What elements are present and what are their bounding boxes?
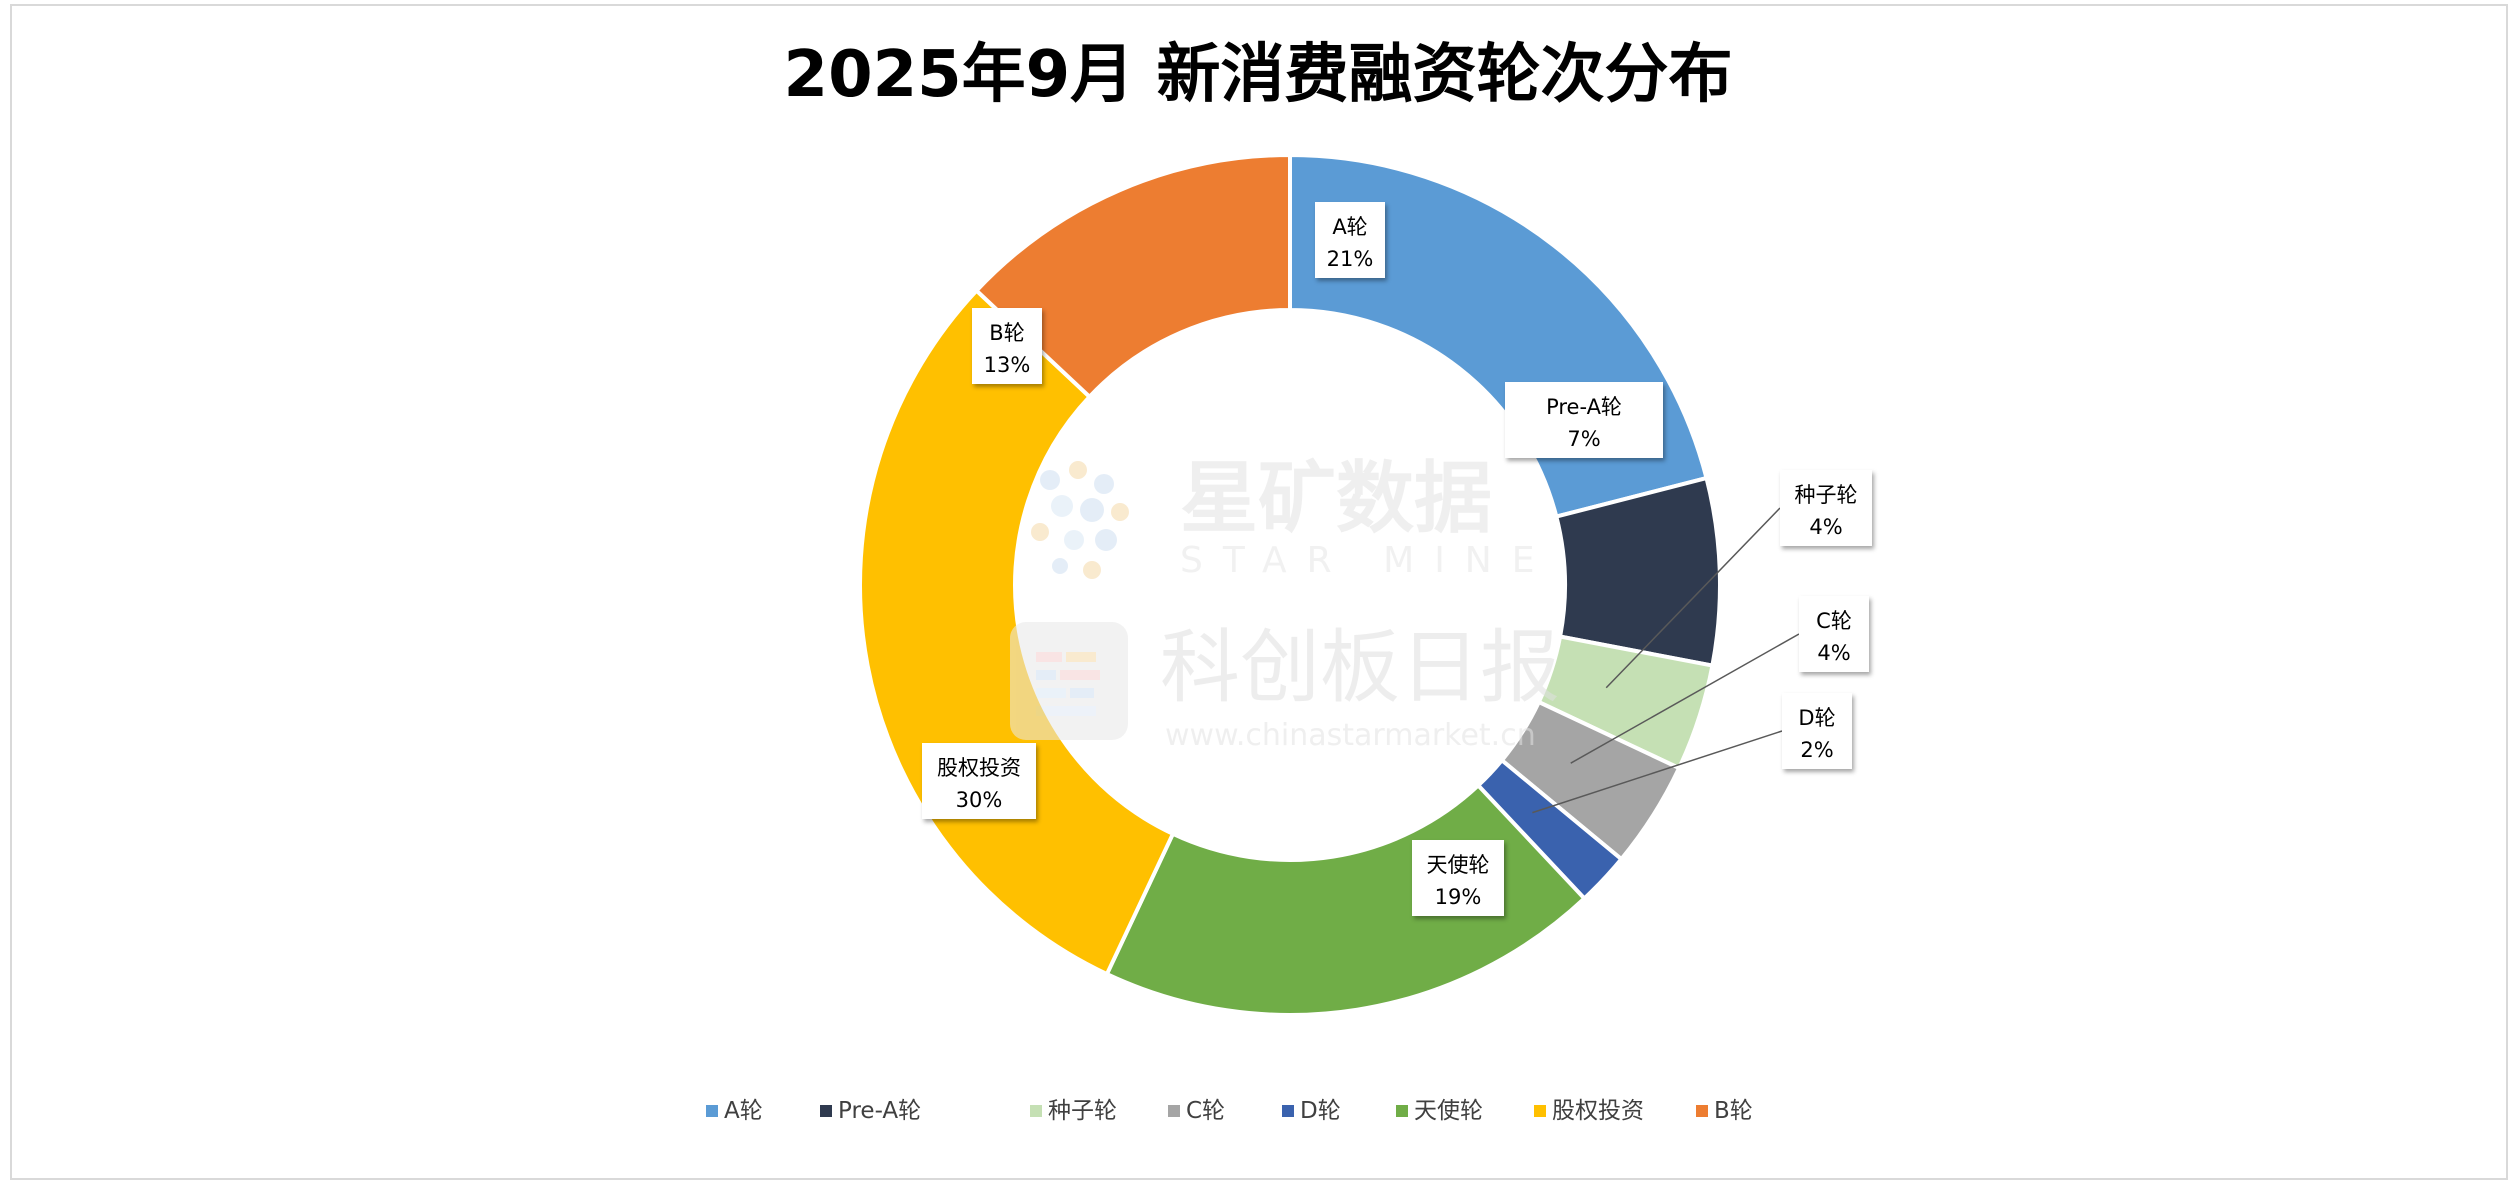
data-label-7: 股权投资 30% [922,743,1036,819]
watermark-brand1-sub: STAR MINE [1180,540,1554,581]
legend-item-1: A轮 [706,1098,763,1124]
donut-slices [858,152,1722,1018]
legend-label: C轮 [1186,1098,1225,1124]
leader-line-3 [1605,507,1781,689]
data-label-value: 19% [1435,885,1482,909]
legend-item-8: B轮 [1696,1098,1753,1124]
legend-label: 种子轮 [1048,1098,1117,1124]
legend-item-3: 种子轮 [1030,1098,1117,1124]
data-label-3: 种子轮 4% [1780,470,1872,546]
data-label-value: 21% [1327,247,1374,271]
legend-item-6: 天使轮 [1396,1098,1483,1124]
watermark-brand2: 科创板日报 [1160,621,1560,714]
data-label-name: A轮 [1332,215,1367,239]
watermark: 星矿数据 STAR MINE 科创板日报 www.chinastarmarket… [1010,454,1560,753]
data-label-value: 4% [1809,515,1842,539]
watermark-url: www.chinastarmarket.cn [1165,718,1536,753]
data-label-4: C轮 4% [1799,596,1869,672]
data-labels: A轮 21% Pre-A轮 7% 种子轮 4% C轮 4% D轮 2% 天使轮 19% 股权投资 30% B… [922,202,1872,916]
slice-6 [1104,782,1588,1018]
data-label-name: 股权投资 [937,756,1021,780]
legend-swatch [1168,1105,1180,1117]
legend-swatch [1030,1105,1042,1117]
legend-item-4: C轮 [1168,1098,1225,1124]
chart-title: 2025年9月 新消费融资轮次分布 [784,38,1733,112]
data-label-name: D轮 [1798,706,1835,730]
data-label-value: 30% [956,788,1003,812]
legend-item-7: 股权投资 [1534,1098,1644,1124]
data-label-value: 13% [984,353,1031,377]
data-label-name: C轮 [1816,609,1852,633]
legend-swatch [706,1105,718,1117]
data-label-8: B轮 13% [972,308,1042,384]
legend-label: A轮 [724,1098,763,1124]
legend-item-2: Pre-A轮 [820,1098,921,1124]
legend-label: 天使轮 [1414,1098,1483,1124]
data-label-2: Pre-A轮 7% [1505,382,1663,458]
data-label-value: 4% [1817,641,1850,665]
leader-line-4 [1570,633,1800,764]
legend-swatch [1534,1105,1546,1117]
legend-label: Pre-A轮 [838,1098,921,1124]
data-label-name: 天使轮 [1427,853,1490,877]
data-label-name: B轮 [989,321,1024,345]
data-label-name: Pre-A轮 [1546,395,1622,419]
leader-line-5 [1532,730,1783,814]
data-label-5: D轮 2% [1782,693,1852,769]
slice-8 [973,152,1292,400]
legend-swatch [1282,1105,1294,1117]
legend-label: D轮 [1300,1098,1341,1124]
data-label-1: A轮 21% [1315,202,1385,278]
star-mine-logo-icon [1031,461,1129,579]
legend: A轮 Pre-A轮 种子轮 C轮 D轮 天使轮 股权投资 B轮 [706,1098,1753,1124]
data-label-value: 2% [1800,738,1833,762]
watermark-brand1: 星矿数据 [1180,454,1492,544]
legend-label: B轮 [1714,1098,1753,1124]
legend-swatch [1696,1105,1708,1117]
legend-label: 股权投资 [1552,1098,1644,1124]
data-label-value: 7% [1567,427,1600,451]
data-label-6: 天使轮 19% [1412,840,1504,916]
data-label-name: 种子轮 [1795,483,1858,507]
legend-swatch [820,1105,832,1117]
legend-item-5: D轮 [1282,1098,1341,1124]
kechuang-logo-icon [1010,622,1128,740]
leader-lines [1532,507,1800,814]
legend-swatch [1396,1105,1408,1117]
